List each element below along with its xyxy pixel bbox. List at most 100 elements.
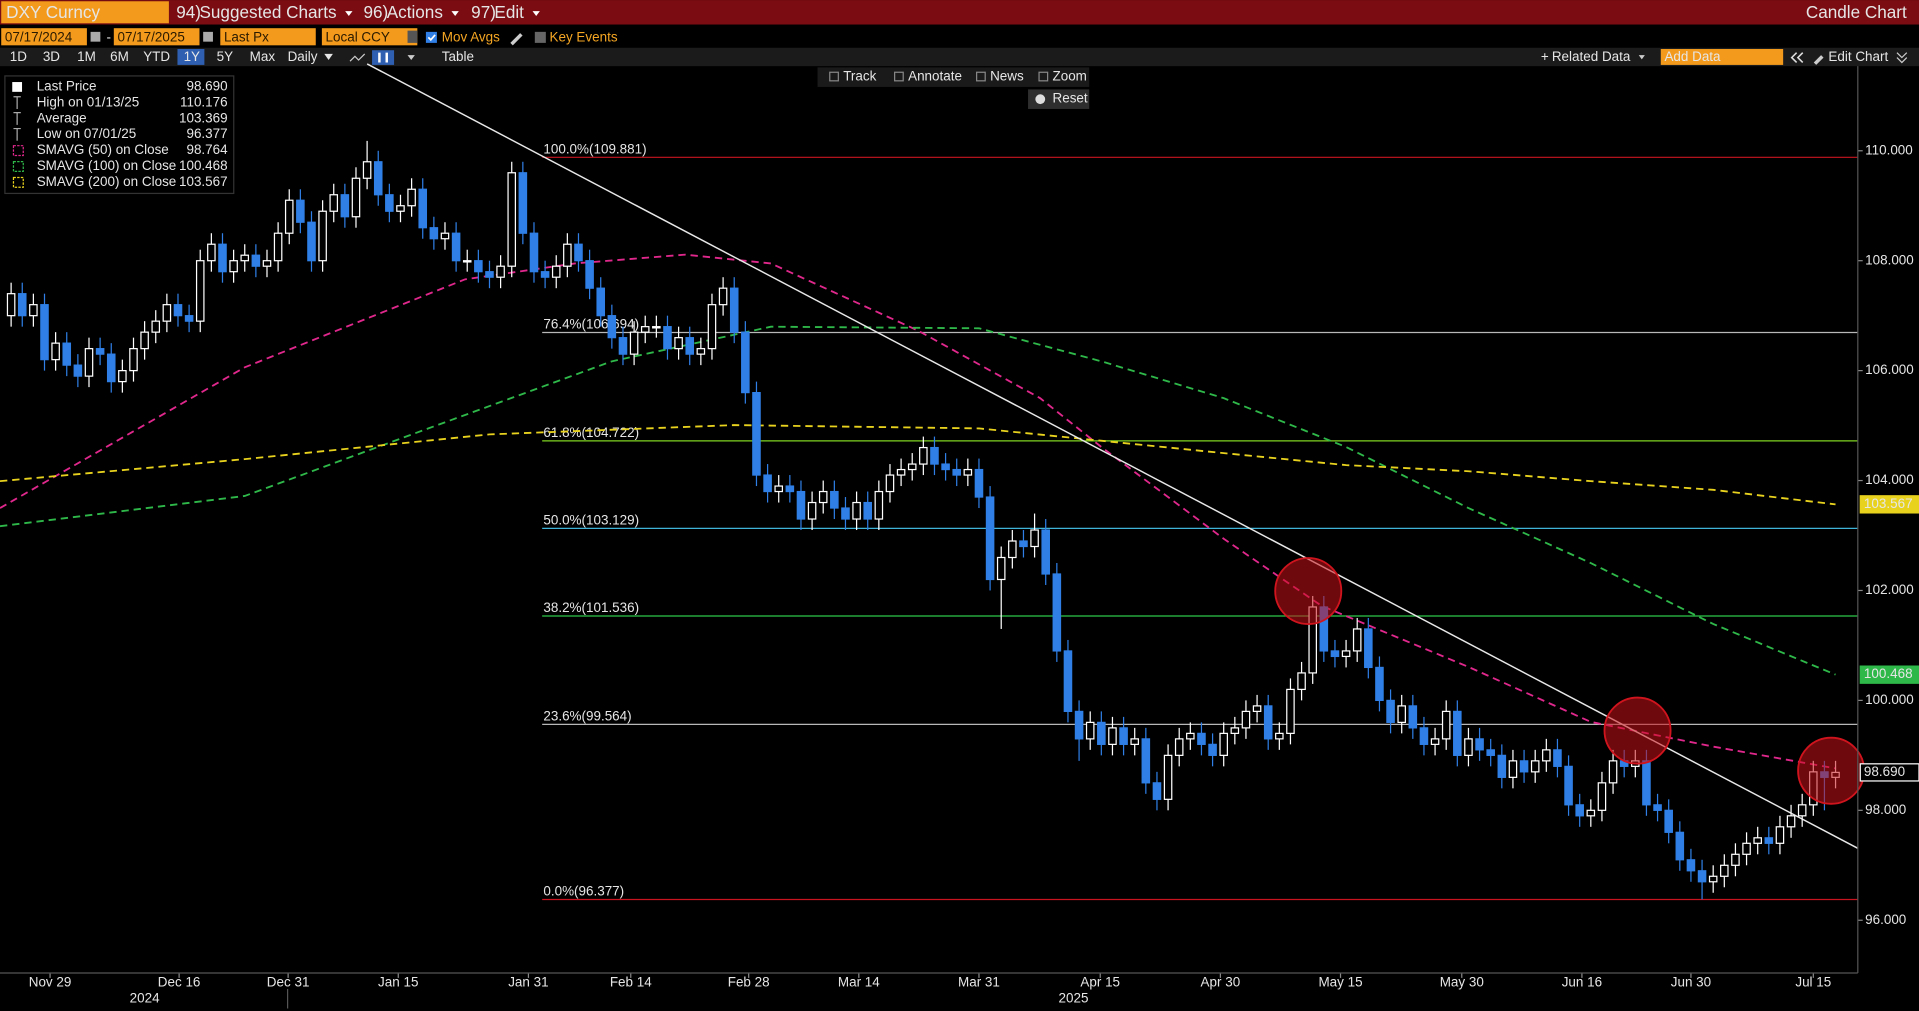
tool-button[interactable]: Annotate: [908, 69, 962, 84]
candle-body: [863, 501, 873, 520]
plus-icon[interactable]: +: [1541, 49, 1549, 64]
reset-label[interactable]: Reset: [1053, 91, 1088, 106]
related-data-button[interactable]: Related Data: [1552, 49, 1631, 64]
menu-label[interactable]: Edit: [494, 2, 524, 22]
candle-body: [1508, 760, 1518, 778]
table-button[interactable]: Table: [442, 49, 474, 64]
end-date[interactable]: 07/17/2025: [117, 30, 184, 45]
currency[interactable]: Local CCY: [326, 30, 390, 45]
candle-body: [95, 348, 105, 355]
candle-body: [440, 232, 450, 240]
candle-body: [485, 271, 494, 278]
field[interactable]: Last Px: [224, 30, 269, 45]
settings-icon[interactable]: [1896, 52, 1908, 64]
ticker[interactable]: DXY Curncy: [6, 2, 100, 22]
end-date-box[interactable]: [113, 28, 200, 46]
pen-icon[interactable]: [510, 33, 523, 46]
line-icon[interactable]: [349, 53, 366, 62]
tool-button[interactable]: Track: [843, 69, 876, 84]
range-button[interactable]: 1Y: [184, 49, 200, 64]
start-date-box[interactable]: [1, 28, 87, 46]
candle-body: [151, 320, 161, 333]
calendar-icon[interactable]: [90, 31, 101, 42]
date-separator: -: [106, 30, 110, 45]
candle-body: [607, 315, 617, 339]
range-button[interactable]: Max: [250, 49, 276, 64]
candle-body: [596, 287, 606, 317]
candle-body: [340, 194, 350, 218]
tool-icon: [976, 71, 986, 82]
candle-body: [1297, 672, 1306, 691]
tool-button[interactable]: Zoom: [1053, 69, 1087, 84]
menu-group: 94)Suggested Charts 96)Actions 97)Edit: [176, 2, 540, 22]
edit-chart-button[interactable]: Edit Chart: [1828, 49, 1888, 64]
candle-body: [629, 331, 639, 355]
x-tick-label: Jan 15: [378, 974, 418, 989]
dropdown-arrow: [1638, 55, 1645, 60]
menu-label[interactable]: Suggested Charts: [199, 2, 336, 22]
x-tick-label: May 30: [1440, 974, 1484, 989]
candle-body: [1731, 853, 1740, 866]
collapse-icon[interactable]: [1790, 52, 1804, 64]
range-button[interactable]: YTD: [143, 49, 170, 64]
chart-kind: Candle Chart: [1806, 2, 1907, 22]
range-button[interactable]: 5Y: [217, 49, 233, 64]
add-data-placeholder[interactable]: Add Data: [1664, 49, 1721, 64]
start-date[interactable]: 07/17/2024: [5, 30, 73, 45]
candle-body: [1252, 705, 1262, 713]
x-tick-label: May 15: [1318, 974, 1362, 989]
calendar-icon[interactable]: [203, 31, 213, 42]
fib-level-label: 38.2%(101.536): [543, 600, 639, 615]
highlight-circle: [1603, 696, 1672, 765]
field-box[interactable]: [220, 28, 316, 46]
menu-number[interactable]: 96): [363, 2, 388, 22]
add-data-input[interactable]: [1660, 49, 1784, 65]
key-events-checkbox[interactable]: [534, 31, 546, 43]
x-tick-label: Nov 29: [29, 974, 72, 989]
candle-body: [162, 304, 172, 322]
candle-body: [1797, 804, 1807, 817]
candle-body: [318, 210, 327, 262]
candle-body: [841, 507, 850, 520]
candle-body: [1330, 650, 1340, 658]
candle-body: [1119, 727, 1128, 745]
candle-body: [585, 260, 594, 289]
currency-box[interactable]: [321, 28, 418, 46]
menu-number[interactable]: 94): [176, 2, 201, 22]
candle-body: [1130, 738, 1139, 745]
candle-body: [852, 501, 861, 520]
mov-avgs-toggle[interactable]: Mov Avgs: [442, 30, 500, 45]
key-events-toggle[interactable]: Key Events: [550, 30, 618, 45]
ticker-box[interactable]: [1, 1, 169, 24]
tool-button[interactable]: News: [990, 69, 1024, 84]
candle-body: [1097, 721, 1106, 745]
range-button[interactable]: 6M: [110, 49, 129, 64]
range-button[interactable]: 1M: [77, 49, 96, 64]
range-button[interactable]: 1D: [10, 49, 27, 64]
candle-body: [885, 474, 895, 493]
candle-icon-button[interactable]: [372, 50, 395, 65]
candle-body: [1419, 727, 1429, 745]
ma-price-tag: 100.468: [1864, 666, 1913, 681]
mov-avgs-checkbox[interactable]: [425, 31, 437, 43]
ma-price-tag-bg: [1859, 495, 1919, 514]
range-button[interactable]: 3D: [43, 49, 60, 64]
dropdown-button[interactable]: [407, 30, 418, 43]
candle-body: [1241, 710, 1251, 729]
candle-body: [1263, 705, 1273, 740]
candle-body: [1542, 749, 1551, 762]
candle-body: [1653, 804, 1662, 811]
reset-button[interactable]: [1028, 89, 1090, 109]
ma-price-tag: 103.567: [1864, 496, 1913, 511]
period-select[interactable]: Daily: [288, 49, 318, 64]
candle-body: [1030, 529, 1039, 548]
candle-body: [1720, 864, 1729, 877]
menu-number[interactable]: 97): [471, 2, 496, 22]
x-tick-label: Mar 14: [838, 974, 880, 989]
candle-body: [284, 199, 294, 234]
candle-body: [1775, 826, 1785, 844]
candle-body: [1564, 765, 1573, 806]
candle-body: [451, 232, 461, 262]
menu-label[interactable]: Actions: [387, 2, 443, 22]
